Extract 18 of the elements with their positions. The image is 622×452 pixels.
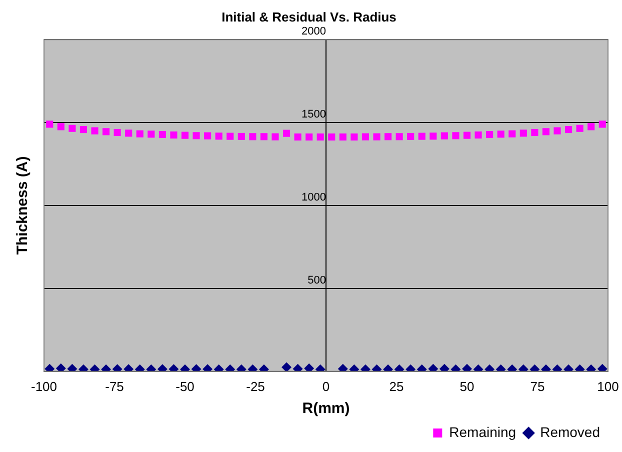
x-tick-label: 75 bbox=[530, 378, 545, 394]
legend-label: Removed bbox=[540, 424, 600, 440]
y-tick-label: 1500 bbox=[302, 108, 326, 121]
x-tick-label: 0 bbox=[322, 378, 330, 394]
x-tick-label: 25 bbox=[389, 378, 404, 394]
x-tick-label: -25 bbox=[246, 378, 265, 394]
y-tick-label: 500 bbox=[308, 274, 326, 286]
y-tick-label: 1000 bbox=[302, 192, 326, 204]
x-tick-label: 100 bbox=[597, 378, 619, 394]
y-axis-title: Thickness (A) bbox=[14, 156, 32, 255]
x-tick-label: -100 bbox=[30, 378, 58, 394]
chart-title: Initial & Residual Vs. Radius bbox=[222, 9, 396, 24]
y-tick-label: 2000 bbox=[302, 26, 326, 38]
x-tick-label: -75 bbox=[105, 378, 124, 394]
x-tick-label: 50 bbox=[460, 378, 474, 394]
x-tick-label: -50 bbox=[176, 378, 194, 394]
x-axis-title: R(mm) bbox=[302, 400, 350, 418]
legend-label: Remaining bbox=[449, 424, 516, 440]
